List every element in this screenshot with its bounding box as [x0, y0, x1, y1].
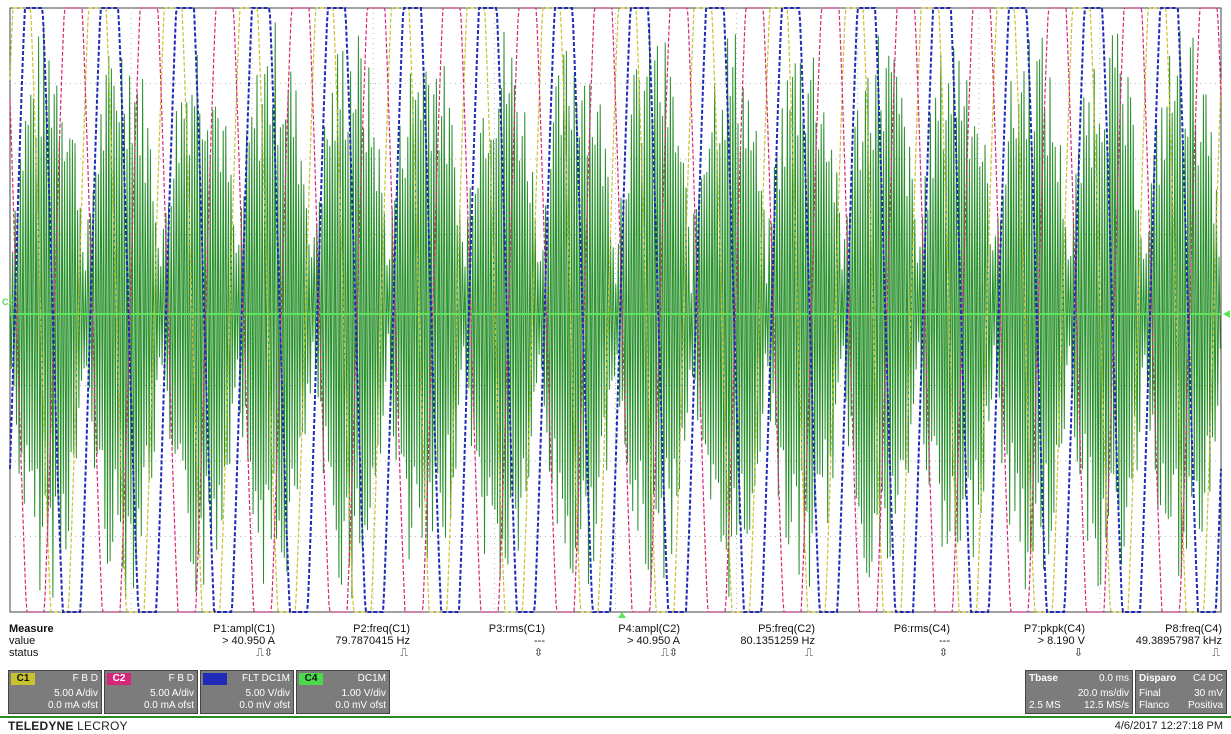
channel-c4-offset: 0.0 mV ofst — [335, 700, 386, 711]
measure-p7-value: > 8.190 V — [1037, 635, 1085, 647]
measure-p5-status: ⎍ — [805, 647, 813, 659]
trigger-slope: Positiva — [1187, 700, 1223, 711]
channel-c4-scale: 1.00 V/div — [341, 688, 386, 699]
measure-p6-name[interactable]: P6:rms(C4) — [893, 623, 950, 635]
brand-light: LECROY — [77, 719, 128, 733]
trigger-position-marker — [618, 612, 626, 618]
measure-p6-value: --- — [939, 635, 950, 647]
measure-value-row: value > 40.950 A 79.7870415 Hz --- > 40.950… — [0, 635, 1231, 647]
channel-c4-tag: C4 — [299, 673, 323, 685]
channel-c1-tag: C1 — [11, 673, 35, 685]
measure-p3-status: ⇳ — [533, 647, 543, 659]
channel-c1-coupling: F B D — [72, 673, 98, 684]
channel-c1-offset: 0.0 mA ofst — [47, 700, 98, 711]
channel-c3-coupling: FLT DC1M — [242, 673, 290, 684]
c3-trace — [9, 7, 1222, 613]
channel-c3-tag: C3 — [203, 673, 227, 685]
measure-p4-value: > 40.950 A — [627, 635, 680, 647]
channel-c3-descriptor[interactable]: C3 FLT DC1M 5.00 V/div 0.0 mV ofst — [200, 670, 294, 714]
measure-p1-status: ⎍⇳ — [256, 647, 273, 659]
channel-c1-descriptor[interactable]: C1 F B D 5.00 A/div 0.0 mA ofst — [8, 670, 102, 714]
timebase-per-div: 20.0 ms/div — [1077, 688, 1129, 699]
channel-marker-label: C2 — [2, 297, 14, 307]
measure-p4-name[interactable]: P4:ampl(C2) — [618, 623, 680, 635]
timebase-samples: 2.5 MS — [1029, 700, 1061, 711]
trigger-type: Flanco — [1139, 700, 1170, 711]
channel-c2-coupling: F B D — [168, 673, 194, 684]
timebase-delay: 0.0 ms — [1098, 673, 1129, 684]
measure-p6-status: ⇳ — [938, 647, 948, 659]
capture-timestamp: 4/6/2017 12:27:18 PM — [1114, 720, 1223, 732]
timebase-label: Tbase — [1029, 673, 1058, 684]
timebase-rate: 12.5 MS/s — [1083, 700, 1129, 711]
trigger-descriptor[interactable]: Disparo C4 DC Final 30 mV Flanco Positiv… — [1135, 670, 1227, 714]
trigger-level: 30 mV — [1194, 688, 1223, 699]
channel-c2-tag: C2 — [107, 673, 131, 685]
measure-p2-status: ⎍ — [400, 647, 408, 659]
channel-c4-coupling: DC1M — [357, 673, 386, 684]
waveform-display: C2 — [2, 7, 1230, 618]
trigger-source: C4 DC — [1192, 673, 1223, 684]
value-row-label: value — [9, 635, 36, 647]
measure-p2-value: 79.7870415 Hz — [335, 635, 410, 647]
waveform-svg: C2 — [2, 7, 1230, 618]
channel-c4-descriptor[interactable]: C4 DC1M 1.00 V/div 0.0 mV ofst — [296, 670, 390, 714]
channel-c2-descriptor[interactable]: C2 F B D 5.00 A/div 0.0 mA ofst — [104, 670, 198, 714]
measure-p1-name[interactable]: P1:ampl(C1) — [213, 623, 275, 635]
measure-p8-status: ⎍ — [1212, 647, 1220, 659]
channel-c3-scale: 5.00 V/div — [245, 688, 290, 699]
measure-panel: Measure P1:ampl(C1) P2:freq(C1) P3:rms(C1)… — [0, 621, 1231, 667]
right-level-marker — [1223, 310, 1230, 318]
status-row-label: status — [9, 647, 39, 659]
brand-bold: TELEDYNE — [8, 719, 74, 733]
timebase-descriptor[interactable]: Tbase 0.0 ms 20.0 ms/div 2.5 MS 12.5 MS/… — [1025, 670, 1133, 714]
c4-burst-trace — [9, 22, 1221, 599]
measure-p5-name[interactable]: P5:freq(C2) — [758, 623, 815, 635]
channel-c3-offset: 0.0 mV ofst — [239, 700, 290, 711]
measure-p8-name[interactable]: P8:freq(C4) — [1165, 623, 1222, 635]
c1-trace — [9, 7, 1222, 613]
channel-c2-scale: 5.00 A/div — [150, 688, 194, 699]
channel-c1-scale: 5.00 A/div — [54, 688, 98, 699]
measure-p7-name[interactable]: P7:pkpk(C4) — [1023, 623, 1085, 635]
trigger-mode: Final — [1139, 688, 1161, 699]
measure-p3-value: --- — [534, 635, 545, 647]
channel-c2-offset: 0.0 mA ofst — [143, 700, 194, 711]
measure-p8-value: 49.38957987 kHz — [1135, 635, 1222, 647]
brand-logo: TELEDYNE LECROY — [8, 719, 128, 733]
measure-p4-status: ⎍⇳ — [661, 647, 678, 659]
measure-p3-name[interactable]: P3:rms(C1) — [488, 623, 545, 635]
measure-p1-value: > 40.950 A — [222, 635, 275, 647]
measure-header-row: Measure P1:ampl(C1) P2:freq(C1) P3:rms(C1)… — [0, 623, 1231, 635]
measure-p5-value: 80.1351259 Hz — [740, 635, 815, 647]
measure-p7-status: ⇩ — [1073, 647, 1083, 659]
measure-title[interactable]: Measure — [9, 623, 54, 635]
measure-p2-name[interactable]: P2:freq(C1) — [353, 623, 410, 635]
trigger-label: Disparo — [1139, 673, 1177, 684]
measure-status-row: status ⎍⇳ ⎍ ⇳ ⎍⇳ ⎍ ⇳ ⇩ ⎍ — [0, 647, 1231, 659]
footer-divider — [0, 716, 1231, 718]
